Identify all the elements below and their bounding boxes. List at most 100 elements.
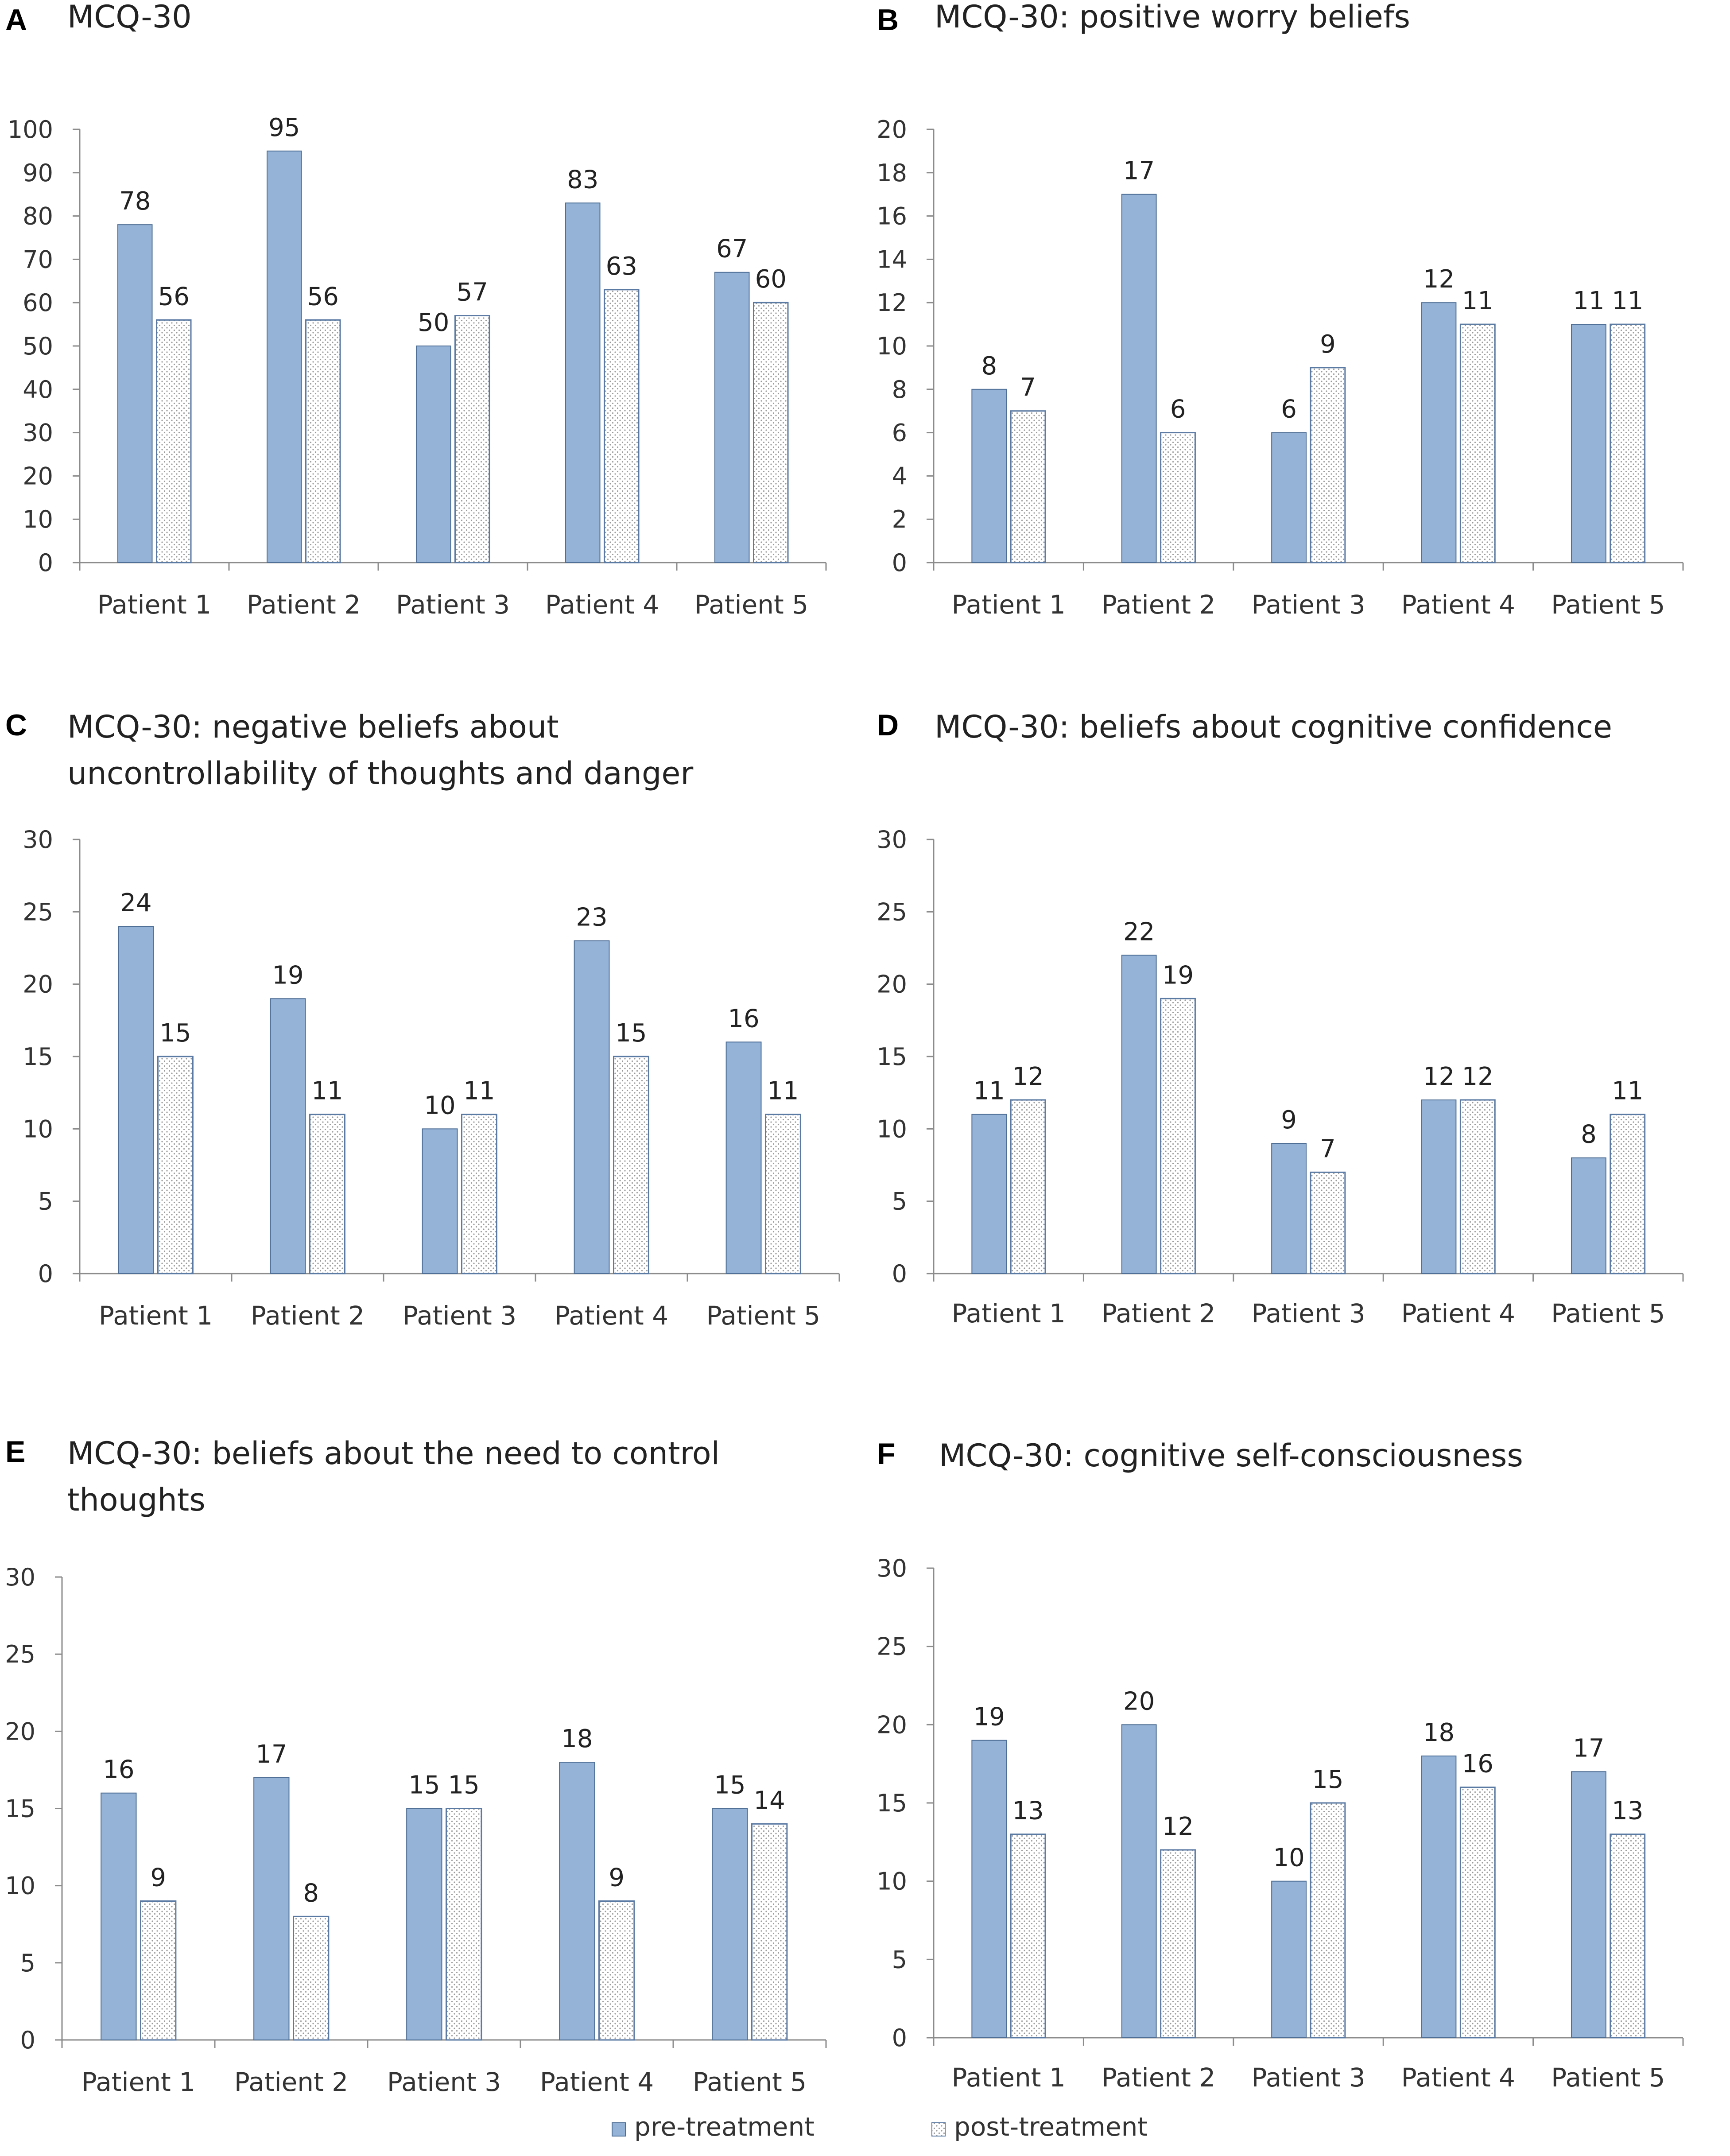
bar-post-treatment	[1010, 1834, 1046, 2039]
bar-pre-treatment	[1121, 955, 1157, 1274]
data-label-post: 12	[1162, 1812, 1194, 1841]
x-category-label: Patient 2	[234, 2067, 348, 2097]
data-label-pre: 12	[1423, 1062, 1455, 1091]
bar-post-treatment	[1160, 1849, 1196, 2039]
bar-post-treatment	[1610, 323, 1646, 563]
bar-pre-treatment	[714, 272, 750, 563]
bar-pre-treatment	[117, 224, 153, 563]
data-label-pre: 8	[981, 352, 997, 381]
y-tick-label: 20	[23, 971, 53, 998]
data-label-pre: 18	[1423, 1718, 1455, 1747]
data-label-post: 15	[1312, 1765, 1343, 1794]
bar-pre-treatment	[1121, 1724, 1157, 2038]
y-tick-label: 18	[877, 159, 907, 187]
data-label-post: 56	[158, 282, 190, 311]
chart-a: A MCQ-30 0 10 20 30 40 50 60 70 80 90 100 78 56 Patient…	[5, 0, 827, 620]
bar-post-treatment	[1310, 1171, 1346, 1274]
x-category-label: Patient 4	[1401, 2063, 1515, 2093]
chart-title-line: MCQ-30: negative beliefs about	[67, 709, 559, 745]
x-category-label: Patient 4	[1401, 590, 1515, 620]
y-tick-label: 4	[892, 462, 907, 490]
legend-swatch-pre	[612, 2122, 626, 2137]
bar-pre-treatment	[1571, 1771, 1606, 2038]
x-category-label: Patient 3	[387, 2067, 501, 2097]
bar-post-treatment	[156, 319, 192, 563]
x-category-label: Patient 1	[952, 1298, 1066, 1329]
bar-pre-treatment	[406, 1808, 442, 2040]
bar-pre-treatment	[266, 150, 302, 563]
data-label-post: 11	[1462, 287, 1493, 315]
data-label-post: 9	[150, 1864, 166, 1892]
data-label-pre: 19	[272, 961, 303, 990]
x-category-label: Patient 1	[99, 1301, 213, 1331]
bar-pre-treatment	[574, 940, 610, 1274]
y-tick-label: 2	[892, 505, 907, 533]
bar-pre-treatment	[415, 346, 451, 563]
data-label-pre: 17	[1123, 157, 1155, 186]
bar-pre-treatment	[1421, 1756, 1457, 2038]
y-tick-label: 10	[877, 1115, 907, 1143]
bar-post-treatment	[140, 1900, 177, 2041]
bar-pre-treatment	[1571, 324, 1606, 563]
panel-letter-b: B	[877, 3, 899, 37]
chart-d: D MCQ-30: beliefs about cognitive confide…	[877, 708, 1684, 1329]
bar-post-treatment	[1459, 1099, 1496, 1274]
y-tick-label: 20	[5, 1717, 35, 1745]
y-tick-label: 15	[877, 1043, 907, 1071]
bar-pre-treatment	[1421, 302, 1457, 563]
data-label-pre: 95	[268, 113, 300, 142]
bar-post-treatment	[293, 1915, 330, 2041]
data-label-pre: 20	[1123, 1687, 1155, 1716]
bar-post-treatment	[1010, 410, 1046, 563]
data-label-post: 56	[307, 282, 339, 311]
bar-post-treatment	[1160, 432, 1196, 563]
bar-post-treatment	[1310, 367, 1346, 563]
data-label-pre: 11	[1573, 287, 1604, 315]
y-tick-label: 25	[5, 1640, 35, 1668]
x-category-label: Patient 3	[1251, 2063, 1365, 2093]
y-tick-label: 14	[877, 245, 907, 273]
bar-pre-treatment	[1271, 1143, 1307, 1274]
chart-c: C MCQ-30: negative beliefs about uncontrol…	[5, 708, 840, 1331]
y-tick-label: 10	[877, 332, 907, 360]
panel-letter-d: D	[877, 708, 899, 742]
data-label-pre: 12	[1423, 265, 1455, 294]
bar-post-treatment	[1459, 323, 1496, 563]
data-label-pre: 16	[728, 1004, 759, 1033]
legend-label-post: post-treatment	[954, 2112, 1148, 2142]
x-category-label: Patient 2	[1102, 2063, 1215, 2093]
bar-pre-treatment	[253, 1777, 290, 2040]
chart-title-line: MCQ-30: beliefs about cognitive confiden…	[935, 709, 1612, 745]
x-category-label: Patient 3	[396, 590, 510, 620]
bar-pre-treatment	[270, 998, 306, 1274]
y-tick-label: 25	[877, 898, 907, 926]
bar-post-treatment	[309, 1114, 345, 1274]
chart-f: F MCQ-30: cognitive self-consciousness 0 5 1…	[877, 1437, 1684, 2093]
bar-pre-treatment	[1421, 1099, 1457, 1274]
x-category-label: Patient 2	[247, 590, 361, 620]
y-tick-label: 30	[23, 419, 53, 447]
y-tick-label: 80	[23, 202, 53, 230]
data-label-post: 63	[606, 252, 637, 281]
bar-pre-treatment	[101, 1792, 137, 2041]
y-tick-label: 30	[877, 1554, 907, 1582]
y-tick-label: 0	[38, 1260, 53, 1288]
data-label-post: 19	[1162, 961, 1194, 990]
y-tick-label: 60	[23, 289, 53, 317]
legend-swatch-post	[931, 2122, 946, 2137]
chart-e: E MCQ-30: beliefs about the need to contr…	[5, 1435, 827, 2097]
x-category-label: Patient 3	[403, 1301, 516, 1331]
y-tick-label: 6	[892, 419, 907, 447]
data-label-pre: 16	[103, 1756, 134, 1784]
data-label-post: 15	[615, 1019, 647, 1048]
bar-post-treatment	[1010, 1099, 1046, 1274]
x-category-label: Patient 2	[1102, 590, 1215, 620]
y-tick-label: 25	[877, 1633, 907, 1661]
data-label-post: 13	[1612, 1797, 1643, 1826]
bar-post-treatment	[1310, 1802, 1346, 2039]
data-label-post: 7	[1320, 1134, 1336, 1163]
bar-post-treatment	[1160, 998, 1196, 1274]
y-tick-label: 0	[892, 2024, 907, 2052]
x-category-label: Patient 3	[1251, 1298, 1365, 1329]
